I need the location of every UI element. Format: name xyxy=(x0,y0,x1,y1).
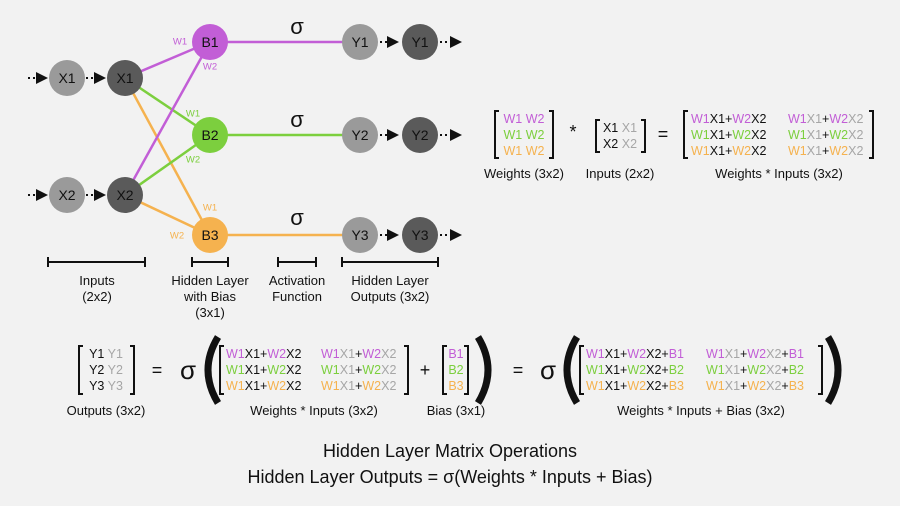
node-y3-copy: Y3 xyxy=(411,227,428,243)
outputs-row-3: Y3 Y3 xyxy=(89,379,123,393)
bias-caption: Bias (3x1) xyxy=(427,403,486,418)
result-cell-r1c1: W1X1+W2X2+B1 xyxy=(586,347,684,361)
product-cell-r2c1: W1X1+W2X2 xyxy=(691,128,766,142)
outputs-matrix: Y1 Y1 Y2 Y2 Y3 Y3 xyxy=(78,345,135,395)
product-cell-r3c2: W1X1+W2X2 xyxy=(788,144,863,158)
product2-cell-r3c1: W1X1+W2X2 xyxy=(226,379,301,393)
node-b2: B2 xyxy=(201,127,218,143)
product2-cell-r2c1: W1X1+W2X2 xyxy=(226,363,301,377)
dotted-arrows xyxy=(28,36,462,241)
result-cell-r3c1: W1X1+W2X2+B3 xyxy=(586,379,684,393)
inputs-label: Inputs xyxy=(79,273,115,288)
hidden-bias-label: with Bias xyxy=(183,289,237,304)
node-y2: Y2 xyxy=(351,127,368,143)
node-x2-copy: X2 xyxy=(116,187,133,203)
result-cell-r2c1: W1X1+W2X2+B2 xyxy=(586,363,684,377)
inputs-matrix: X1 X1 X2 X2 xyxy=(595,119,646,153)
product2-cell-r1c2: W1X1+W2X2 xyxy=(321,347,396,361)
hidden-outputs-size-label: Outputs (3x2) xyxy=(351,289,430,304)
weights-row-3: W1 W2 xyxy=(504,144,545,158)
hidden-size-label: (3x1) xyxy=(195,305,225,320)
weights-caption: Weights (3x2) xyxy=(484,166,564,181)
w1-label-b1: W1 xyxy=(173,37,187,48)
w2-label-b1: W2 xyxy=(203,62,217,73)
product-matrix-2: W1X1+W2X2 W1X1+W2X2 W1X1+W2X2 W1X1+W2X2 … xyxy=(219,345,409,395)
node-b1: B1 xyxy=(201,34,218,50)
right-paren-2 xyxy=(824,335,842,405)
node-y2-copy: Y2 xyxy=(411,127,428,143)
product2-cell-r3c2: W1X1+W2X2 xyxy=(321,379,396,393)
bias-matrix: B1 B2 B3 xyxy=(442,345,469,395)
w2-label-b3: W2 xyxy=(170,231,184,242)
bias-b3: B3 xyxy=(448,379,463,393)
product-cell-r2c2: W1X1+W2X2 xyxy=(788,128,863,142)
result-caption: Weights * Inputs + Bias (3x2) xyxy=(617,403,785,418)
sigma-label-3: σ xyxy=(290,205,304,230)
inputs-size-label: (2x2) xyxy=(82,289,112,304)
result-cell-r1c2: W1X1+W2X2+B1 xyxy=(706,347,804,361)
output-nodes: Y1 Y2 Y3 Y1 Y2 Y3 xyxy=(342,24,438,253)
sigma-symbol-1: σ xyxy=(180,355,196,385)
weights-row-2: W1 W2 xyxy=(504,128,545,142)
bias-b1: B1 xyxy=(448,347,463,361)
product-cell-r1c1: W1X1+W2X2 xyxy=(691,112,766,126)
section-brackets xyxy=(47,257,439,267)
edge-weight-labels: W1 W2 W1 W2 W1 W2 xyxy=(170,37,217,242)
sigma-symbol-2: σ xyxy=(540,355,556,385)
hidden-nodes: B1 B2 B3 xyxy=(192,24,228,253)
node-b3: B3 xyxy=(201,227,218,243)
inputs-row-2: X2 X2 xyxy=(603,137,637,151)
weights-matrix: W1 W2 W1 W2 W1 W2 xyxy=(494,110,554,159)
node-y1-copy: Y1 xyxy=(411,34,428,50)
inputs-caption: Inputs (2x2) xyxy=(586,166,655,181)
bias-b2: B2 xyxy=(448,363,463,377)
network-edges xyxy=(123,40,360,237)
outputs-caption: Outputs (3x2) xyxy=(67,403,146,418)
activation-label: Activation xyxy=(269,273,325,288)
product2-cell-r1c1: W1X1+W2X2 xyxy=(226,347,301,361)
footer-formula: Hidden Layer Outputs = σ(Weights * Input… xyxy=(248,467,653,487)
sigma-label-1: σ xyxy=(290,14,304,39)
footer-title: Hidden Layer Matrix Operations xyxy=(323,441,577,461)
node-x1-input: X1 xyxy=(58,70,75,86)
hidden-layer-label: Hidden Layer xyxy=(171,273,249,288)
sigma-label-2: σ xyxy=(290,107,304,132)
product-cell-r3c1: W1X1+W2X2 xyxy=(691,144,766,158)
plus-operator: + xyxy=(420,360,431,380)
result-cell-r2c2: W1X1+W2X2+B2 xyxy=(706,363,804,377)
input-nodes: X1 X2 X1 X2 xyxy=(49,60,143,213)
equals-operator-1: = xyxy=(658,124,669,144)
right-paren-1 xyxy=(474,335,492,405)
product-caption: Weights * Inputs (3x2) xyxy=(715,166,843,181)
product-cell-r1c2: W1X1+W2X2 xyxy=(788,112,863,126)
left-paren-1 xyxy=(204,335,222,405)
product2-caption: Weights * Inputs (3x2) xyxy=(250,403,378,418)
w1-label-b2: W1 xyxy=(186,109,200,120)
function-label: Function xyxy=(272,289,322,304)
w1-label-b3: W1 xyxy=(203,203,217,214)
equals-operator-2: = xyxy=(152,360,163,380)
w2-label-b2: W2 xyxy=(186,155,200,166)
hidden-outputs-label: Hidden Layer xyxy=(351,273,429,288)
inputs-row-1: X1 X1 xyxy=(603,121,637,135)
node-y1: Y1 xyxy=(351,34,368,50)
outputs-row-2: Y2 Y2 xyxy=(89,363,123,377)
equals-operator-3: = xyxy=(513,360,524,380)
product-matrix: W1X1+W2X2 W1X1+W2X2 W1X1+W2X2 W1X1+W2X2 … xyxy=(683,110,874,159)
node-y3: Y3 xyxy=(351,227,368,243)
multiply-operator: * xyxy=(569,122,576,142)
product2-cell-r2c2: W1X1+W2X2 xyxy=(321,363,396,377)
weights-row-1: W1 W2 xyxy=(504,112,545,126)
result-matrix: W1X1+W2X2+B1 W1X1+W2X2+B1 W1X1+W2X2+B2 W… xyxy=(579,345,823,395)
node-x1-copy: X1 xyxy=(116,70,133,86)
node-x2-input: X2 xyxy=(58,187,75,203)
outputs-row-1: Y1 Y1 xyxy=(89,347,123,361)
result-cell-r3c2: W1X1+W2X2+B3 xyxy=(706,379,804,393)
left-paren-2 xyxy=(563,335,581,405)
